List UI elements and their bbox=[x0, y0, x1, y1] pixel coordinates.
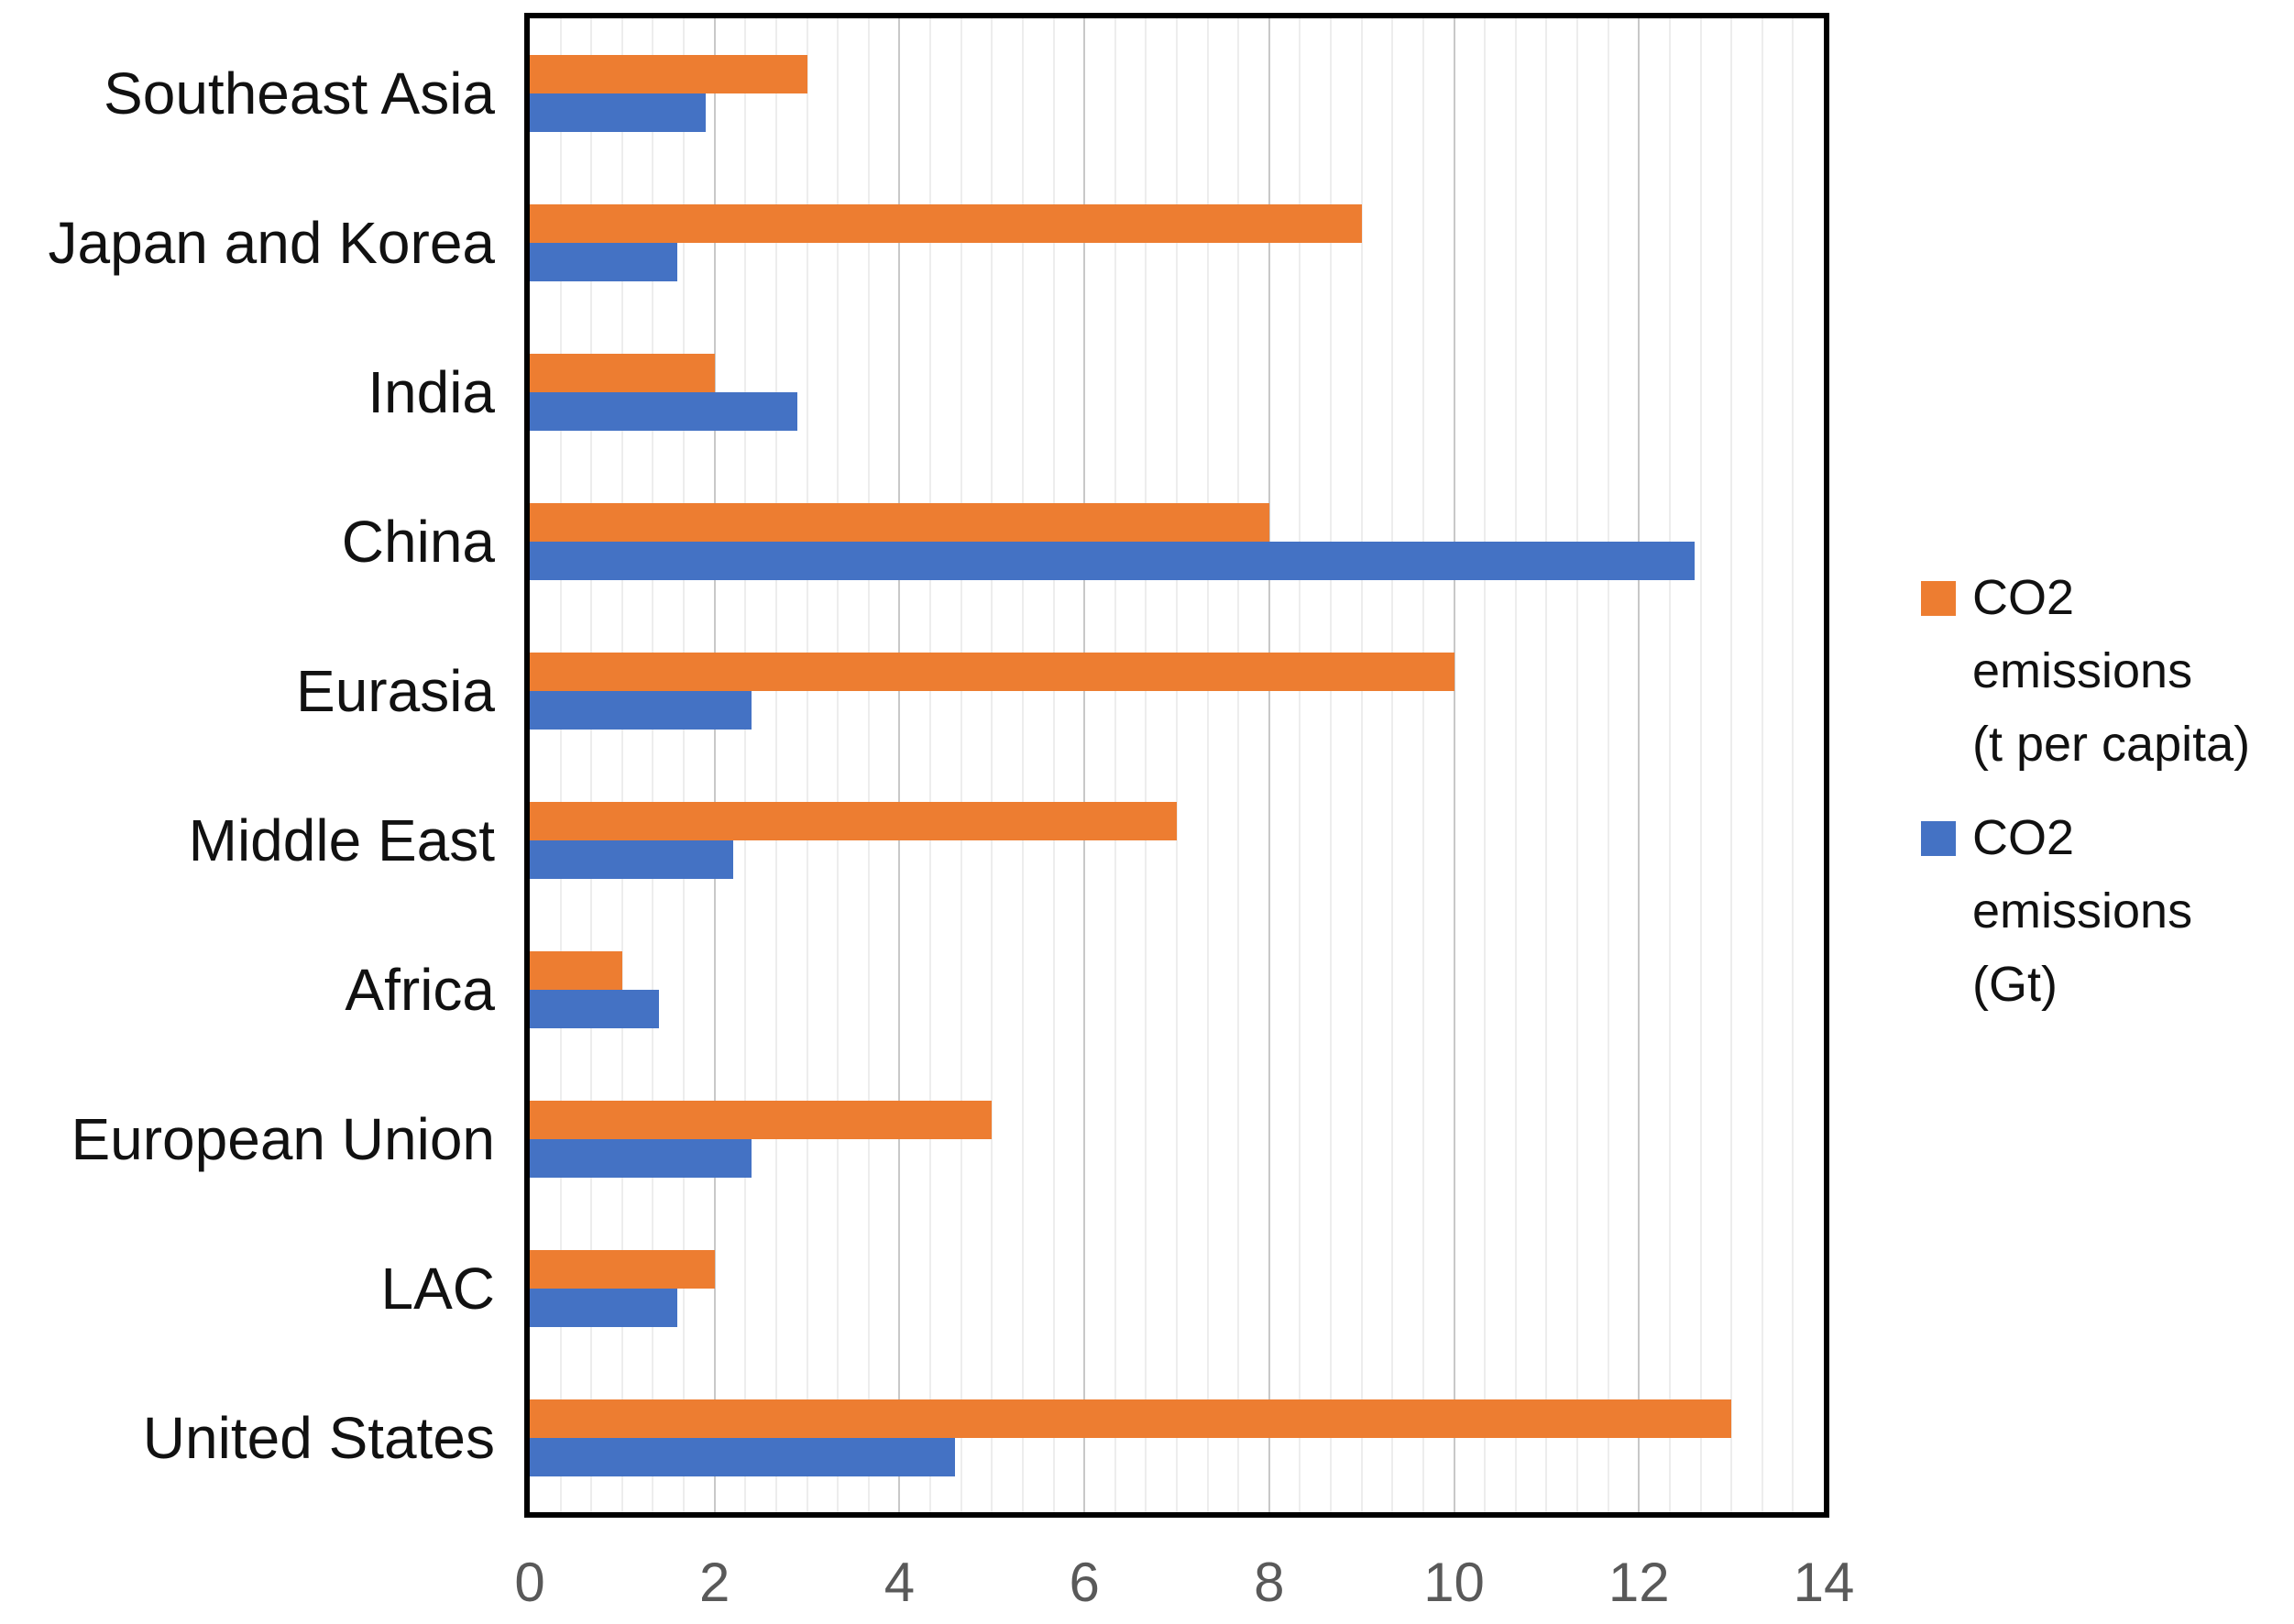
x-tick-label-2: 2 bbox=[699, 1552, 730, 1613]
category-label-japan-and-korea: Japan and Korea bbox=[48, 209, 496, 276]
bar-co2-emissions-t-per-capita--middle-east bbox=[530, 801, 1177, 840]
minor-gridline bbox=[837, 18, 840, 1512]
minor-gridline bbox=[1360, 18, 1363, 1512]
major-gridline bbox=[1083, 18, 1086, 1512]
bar-co2-emissions-gt--japan-and-korea bbox=[530, 242, 678, 281]
legend-label-line: emissions bbox=[1972, 643, 2193, 698]
minor-gridline bbox=[1176, 18, 1178, 1512]
minor-gridline bbox=[1792, 18, 1795, 1512]
minor-gridline bbox=[1576, 18, 1579, 1512]
legend-entry-co2-emissions-t-per-capita-: CO2 emissions (t per capita) bbox=[1921, 561, 2288, 781]
category-label-eurasia: Eurasia bbox=[296, 657, 495, 724]
minor-gridline bbox=[590, 18, 593, 1512]
minor-gridline bbox=[652, 18, 654, 1512]
minor-gridline bbox=[1607, 18, 1609, 1512]
minor-gridline bbox=[1484, 18, 1487, 1512]
x-tick-label-6: 6 bbox=[1069, 1552, 1100, 1613]
minor-gridline bbox=[1699, 18, 1702, 1512]
bar-co2-emissions-gt--southeast-asia bbox=[530, 93, 706, 132]
minor-gridline bbox=[620, 18, 623, 1512]
bar-co2-emissions-gt--india bbox=[530, 391, 798, 431]
legend-swatch-co2-emissions-gt- bbox=[1921, 821, 1956, 856]
bar-co2-emissions-t-per-capita--southeast-asia bbox=[530, 54, 807, 93]
x-tick-label-0: 0 bbox=[514, 1552, 545, 1613]
minor-gridline bbox=[867, 18, 870, 1512]
plot-area bbox=[524, 13, 1829, 1518]
bar-co2-emissions-t-per-capita--china bbox=[530, 502, 1269, 542]
category-label-india: India bbox=[368, 358, 495, 425]
category-label-european-union: European Union bbox=[71, 1105, 495, 1172]
legend-label-line: emissions bbox=[1972, 883, 2193, 938]
major-gridline bbox=[1638, 18, 1641, 1512]
bar-co2-emissions-gt--africa bbox=[530, 989, 660, 1028]
minor-gridline bbox=[1052, 18, 1055, 1512]
minor-gridline bbox=[1021, 18, 1024, 1512]
major-gridline bbox=[898, 18, 901, 1512]
major-gridline bbox=[1268, 18, 1270, 1512]
legend-label: CO2 emissions (t per capita) bbox=[1972, 561, 2250, 781]
minor-gridline bbox=[744, 18, 747, 1512]
minor-gridline bbox=[1237, 18, 1240, 1512]
minor-gridline bbox=[683, 18, 686, 1512]
x-tick-label-8: 8 bbox=[1254, 1552, 1285, 1613]
category-label-lac: LAC bbox=[380, 1255, 496, 1322]
bar-co2-emissions-t-per-capita--lac bbox=[530, 1249, 715, 1289]
minor-gridline bbox=[1299, 18, 1301, 1512]
minor-gridline bbox=[1114, 18, 1116, 1512]
bar-co2-emissions-gt--eurasia bbox=[530, 690, 752, 730]
bar-co2-emissions-t-per-capita--india bbox=[530, 353, 715, 392]
legend-entry-co2-emissions-gt-: CO2 emissions (Gt) bbox=[1921, 801, 2288, 1021]
minor-gridline bbox=[1145, 18, 1147, 1512]
bar-co2-emissions-t-per-capita--africa bbox=[530, 950, 622, 990]
minor-gridline bbox=[1545, 18, 1548, 1512]
minor-gridline bbox=[1391, 18, 1394, 1512]
minor-gridline bbox=[1514, 18, 1517, 1512]
x-tick-label-12: 12 bbox=[1608, 1552, 1670, 1613]
category-label-middle-east: Middle East bbox=[188, 807, 495, 873]
minor-gridline bbox=[1668, 18, 1671, 1512]
minor-gridline bbox=[1730, 18, 1733, 1512]
bar-co2-emissions-t-per-capita--japan-and-korea bbox=[530, 203, 1362, 243]
category-label-china: China bbox=[341, 508, 495, 575]
minor-gridline bbox=[806, 18, 808, 1512]
legend-label-line: CO2 bbox=[1972, 810, 2075, 865]
category-label-united-states: United States bbox=[142, 1404, 495, 1471]
category-label-africa: Africa bbox=[345, 956, 495, 1023]
x-tick-label-14: 14 bbox=[1793, 1552, 1855, 1613]
legend-swatch-co2-emissions-t-per-capita- bbox=[1921, 581, 1956, 616]
minor-gridline bbox=[929, 18, 932, 1512]
legend-label: CO2 emissions (Gt) bbox=[1972, 801, 2192, 1021]
legend-label-line: (t per capita) bbox=[1972, 717, 2251, 772]
bar-co2-emissions-t-per-capita--united-states bbox=[530, 1399, 1732, 1438]
category-label-southeast-asia: Southeast Asia bbox=[104, 60, 495, 126]
legend-label-line: CO2 bbox=[1972, 570, 2075, 625]
minor-gridline bbox=[960, 18, 962, 1512]
bar-co2-emissions-t-per-capita--european-union bbox=[530, 1100, 993, 1139]
bar-co2-emissions-gt--middle-east bbox=[530, 839, 733, 879]
minor-gridline bbox=[1421, 18, 1424, 1512]
minor-gridline bbox=[559, 18, 562, 1512]
bar-co2-emissions-gt--lac bbox=[530, 1288, 678, 1327]
bar-co2-emissions-t-per-capita--eurasia bbox=[530, 652, 1454, 691]
x-tick-label-4: 4 bbox=[884, 1552, 916, 1613]
legend: CO2 emissions (t per capita) CO2 emissions (G… bbox=[1921, 561, 2288, 1041]
bar-co2-emissions-gt--united-states bbox=[530, 1437, 955, 1476]
minor-gridline bbox=[1330, 18, 1333, 1512]
bar-co2-emissions-gt--china bbox=[530, 541, 1695, 580]
minor-gridline bbox=[774, 18, 777, 1512]
major-gridline bbox=[1453, 18, 1455, 1512]
minor-gridline bbox=[1761, 18, 1763, 1512]
legend-label-line: (Gt) bbox=[1972, 957, 2058, 1012]
x-tick-label-10: 10 bbox=[1423, 1552, 1485, 1613]
minor-gridline bbox=[991, 18, 993, 1512]
major-gridline bbox=[713, 18, 716, 1512]
bar-co2-emissions-gt--european-union bbox=[530, 1138, 752, 1178]
minor-gridline bbox=[1206, 18, 1209, 1512]
